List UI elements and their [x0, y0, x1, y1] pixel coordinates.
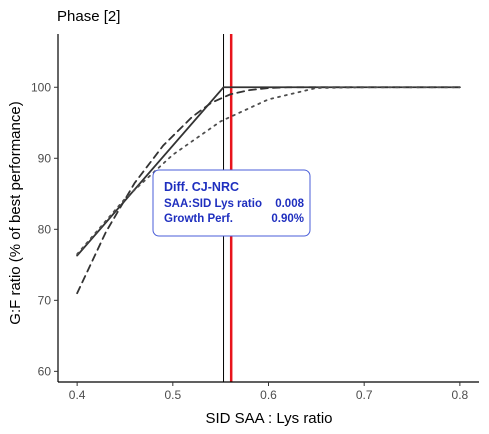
y-tick-label: 60 [38, 364, 52, 378]
y-axis-title: G:F ratio (% of best performance) [7, 101, 24, 324]
panel-title: Phase [2] [57, 8, 120, 25]
y-tick-label: 70 [38, 293, 52, 307]
y-tick-label: 80 [38, 222, 52, 236]
x-tick-label: 0.6 [260, 388, 277, 402]
y-tick-label: 90 [38, 151, 52, 165]
plot-area [76, 34, 461, 382]
x-tick-label: 0.4 [69, 388, 86, 402]
annotation-value-2: 0.90% [271, 213, 304, 225]
y-tick-label: 100 [31, 80, 51, 94]
annotation-label-1: SAA:SID Lys ratio [164, 198, 262, 210]
annotation-frame [152, 169, 311, 237]
series-dotted-line [76, 86, 461, 256]
x-tick-label: 0.8 [452, 388, 469, 402]
x-tick-label: 0.5 [164, 388, 181, 402]
ticks: 0.4 0.5 0.6 0.7 0.8 60 70 80 90 100 [31, 80, 469, 402]
x-tick-label: 0.7 [356, 388, 373, 402]
annotation-label-2: Growth Perf. [164, 213, 233, 225]
annotation-value-1: 0.008 [275, 198, 304, 210]
annotation-box: Diff. CJ-NRC SAA:SID Lys ratio 0.008 Gro… [152, 169, 311, 237]
annotation-title: Diff. CJ-NRC [164, 180, 239, 194]
x-axis-title: SID SAA : Lys ratio [206, 410, 333, 427]
